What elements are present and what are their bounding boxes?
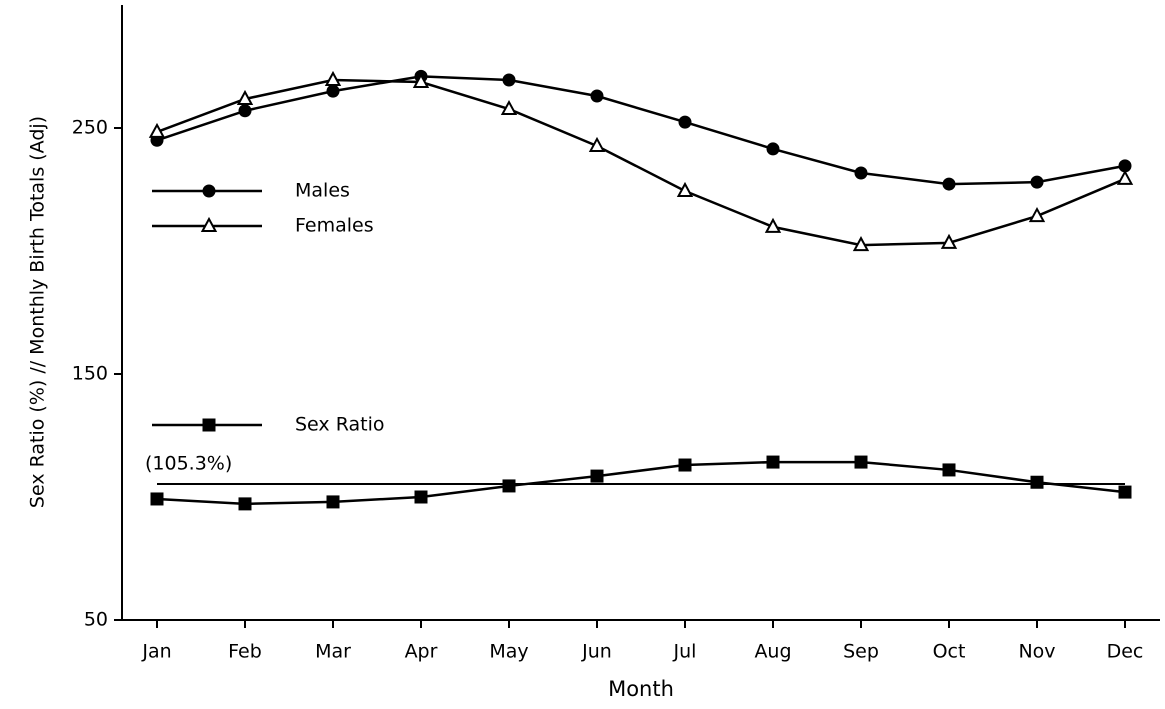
marker <box>1118 159 1132 173</box>
marker <box>942 463 956 477</box>
marker <box>678 458 692 472</box>
marker <box>326 495 340 509</box>
marker <box>324 70 342 87</box>
marker <box>202 184 216 198</box>
marker <box>238 497 252 511</box>
marker <box>502 479 516 493</box>
marker <box>854 455 868 469</box>
x-axis-label: Month <box>608 677 674 701</box>
marker <box>678 115 692 129</box>
series-line <box>156 460 1126 506</box>
legend-label: Males <box>295 180 350 202</box>
marker <box>854 166 868 180</box>
marker <box>1118 485 1132 499</box>
marker <box>238 104 252 118</box>
marker <box>150 492 164 506</box>
x-tick-label: Nov <box>1018 641 1055 663</box>
legend-label: Females <box>295 215 374 237</box>
marker <box>500 99 518 116</box>
y-tick-label: 50 <box>84 609 108 631</box>
marker <box>1028 206 1046 223</box>
x-tick-label: Oct <box>933 641 966 663</box>
x-tick-label: Feb <box>228 641 262 663</box>
x-tick-label: Mar <box>315 641 351 663</box>
marker <box>502 73 516 87</box>
marker <box>148 122 166 138</box>
x-tick-label: Aug <box>754 641 791 663</box>
x-tick-label: Jul <box>673 641 697 663</box>
marker <box>852 235 870 252</box>
x-tick-label: May <box>489 641 528 663</box>
marker <box>412 72 430 88</box>
marker <box>1030 475 1044 489</box>
marker <box>200 216 218 232</box>
marker <box>1116 169 1134 185</box>
y-axis-label: Sex Ratio (%) // Monthly Birth Totals (A… <box>27 116 49 508</box>
x-tick-label: Apr <box>405 641 438 663</box>
marker <box>940 233 958 249</box>
reference-label: (105.3%) <box>145 452 232 474</box>
marker <box>766 142 780 156</box>
marker <box>414 490 428 504</box>
marker <box>590 89 604 103</box>
y-tick-label: 250 <box>72 117 108 139</box>
marker <box>942 177 956 191</box>
marker <box>766 455 780 469</box>
marker <box>202 418 216 432</box>
series-line <box>156 75 1126 186</box>
marker <box>590 469 604 483</box>
x-tick-label: Dec <box>1107 641 1144 663</box>
x-tick-label: Jan <box>141 641 171 663</box>
marker <box>326 84 340 98</box>
x-tick-label: Sep <box>843 641 879 663</box>
series-line <box>156 78 1126 247</box>
marker <box>676 181 694 197</box>
marker <box>764 217 782 233</box>
marker <box>588 136 606 152</box>
marker <box>236 89 254 105</box>
marker <box>1030 175 1044 189</box>
x-tick-label: Jun <box>581 641 612 663</box>
y-tick-label: 150 <box>72 363 108 385</box>
legend-label: Sex Ratio <box>295 414 384 436</box>
